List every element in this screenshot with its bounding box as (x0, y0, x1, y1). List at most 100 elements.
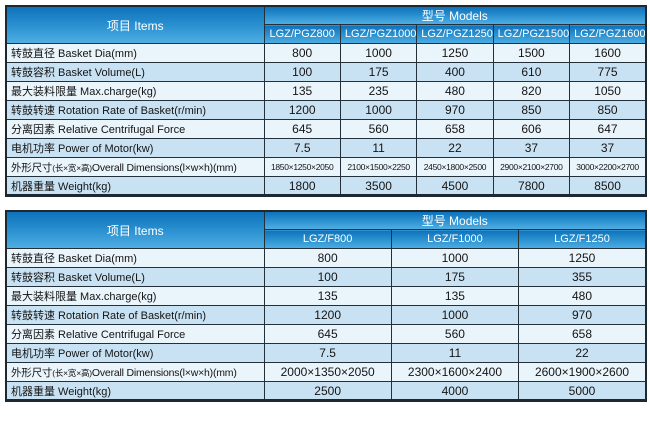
value-cell: 4500 (416, 176, 494, 196)
value-cell: 22 (416, 138, 494, 158)
table-row-motor-power: 电机功率 Power of Motor(kw) 7.5 11 22 (5, 343, 647, 363)
value-cell: 2900×2100×2700 (492, 157, 571, 177)
model-names-row: LGZ/PGZ800 LGZ/PGZ1000 LGZ/PGZ1250 LGZ/P… (6, 24, 647, 44)
value-cell: 400 (416, 62, 494, 82)
value-cell: 4000 (390, 381, 520, 401)
value-cell: 1200 (263, 305, 392, 325)
row-label: 转鼓容积 Basket Volume(L) (5, 62, 265, 82)
value-cell: 800 (263, 43, 341, 63)
row-label-cn-small: (长×宽×高) (52, 367, 92, 378)
value-cell: 658 (518, 324, 647, 344)
row-label: 转鼓直径 Basket Dia(mm) (5, 43, 265, 63)
value-cell: 3000×2200×2700 (569, 157, 647, 177)
row-label: 电机功率 Power of Motor(kw) (5, 138, 265, 158)
value-cell: 1200 (263, 100, 341, 120)
items-column-header: 项目 Items (5, 210, 265, 249)
table-row-rotation-rate: 转鼓转速 Rotation Rate of Basket(r/min) 1200… (5, 305, 647, 325)
value-cell: 175 (390, 267, 520, 287)
table-row-weight: 机器重量 Weight(kg) 2500 4000 5000 (5, 381, 647, 401)
models-header: 型号 Models (263, 5, 647, 25)
row-label-en: Overall Dimensions(l×w×h)(mm) (91, 161, 237, 174)
table-row-basket-dia: 转鼓直径 Basket Dia(mm) 800 1000 1250 (5, 248, 647, 268)
table-row-basket-volume: 转鼓容积 Basket Volume(L) 100 175 355 (5, 267, 647, 287)
value-cell: 647 (569, 119, 647, 139)
items-column-header: 项目 Items (5, 5, 265, 44)
value-cell: 1250 (518, 248, 647, 268)
table-row-max-charge: 最大装料限量 Max.charge(kg) 135 135 480 (5, 286, 647, 306)
header-row: 项目 Items 型号 Models (5, 210, 647, 249)
value-cell: 2100×1500×2250 (339, 157, 418, 177)
table-row-overall-dimensions: 外形尺寸(长×宽×高)Overall Dimensions(l×w×h)(mm)… (5, 362, 647, 382)
table-row-overall-dimensions: 外形尺寸(长×宽×高)Overall Dimensions(l×w×h)(mm)… (5, 157, 647, 177)
row-label: 分离因素 Relative Centrifugal Force (5, 119, 265, 139)
row-label-cn: 外形尺寸 (11, 161, 53, 174)
table-row-basket-dia: 转鼓直径 Basket Dia(mm) 800 1000 1250 1500 1… (5, 43, 647, 63)
value-cell: 1500 (492, 43, 571, 63)
value-cell: 480 (518, 286, 647, 306)
value-cell: 2600×1900×2600 (518, 362, 647, 382)
value-cell: 658 (416, 119, 494, 139)
value-cell: 37 (492, 138, 571, 158)
value-cell: 135 (390, 286, 520, 306)
model-column-header: LGZ/F1000 (390, 229, 520, 249)
value-cell: 645 (263, 119, 341, 139)
row-label: 最大装料限量 Max.charge(kg) (5, 286, 265, 306)
value-cell: 850 (569, 100, 647, 120)
row-label: 外形尺寸(长×宽×高)Overall Dimensions(l×w×h)(mm) (5, 157, 265, 177)
value-cell: 1800 (263, 176, 341, 196)
value-cell: 2000×1350×2050 (263, 362, 392, 382)
value-cell: 820 (492, 81, 571, 101)
row-label: 分离因素 Relative Centrifugal Force (5, 324, 265, 344)
value-cell: 5000 (518, 381, 647, 401)
model-column-header: LGZ/F800 (263, 229, 392, 249)
f-series-spec-table: 项目 Items 型号 Models LGZ/F800 LGZ/F1000 LG… (5, 210, 647, 402)
model-column-header: LGZ/F1250 (518, 229, 647, 249)
value-cell: 1600 (569, 43, 647, 63)
value-cell: 1050 (569, 81, 647, 101)
value-cell: 645 (263, 324, 392, 344)
spec-sheet-page: 项目 Items 型号 Models LGZ/PGZ800 LGZ/PGZ100… (5, 5, 648, 402)
value-cell: 3500 (339, 176, 418, 196)
value-cell: 8500 (569, 176, 647, 196)
value-cell: 775 (569, 62, 647, 82)
model-column-header: LGZ/PGZ1600 (569, 24, 647, 44)
value-cell: 1250 (416, 43, 494, 63)
value-cell: 610 (492, 62, 571, 82)
row-label: 转鼓转速 Rotation Rate of Basket(r/min) (5, 100, 265, 120)
value-cell: 800 (263, 248, 392, 268)
row-label: 电机功率 Power of Motor(kw) (5, 343, 265, 363)
table-row-max-charge: 最大装料限量 Max.charge(kg) 135 235 480 820 10… (5, 81, 647, 101)
models-header: 型号 Models (263, 210, 647, 230)
value-cell: 2450×1800×2500 (416, 157, 494, 177)
model-column-header: LGZ/PGZ1500 (492, 24, 571, 44)
value-cell: 7800 (492, 176, 571, 196)
table-row-basket-volume: 转鼓容积 Basket Volume(L) 100 175 400 610 77… (5, 62, 647, 82)
value-cell: 560 (390, 324, 520, 344)
value-cell: 480 (416, 81, 494, 101)
model-column-header: LGZ/PGZ1000 (339, 24, 418, 44)
value-cell: 37 (569, 138, 647, 158)
value-cell: 100 (263, 62, 341, 82)
header-row: 项目 Items 型号 Models (5, 5, 647, 44)
table-row-centrifugal-force: 分离因素 Relative Centrifugal Force 645 560 … (5, 119, 647, 139)
value-cell: 970 (518, 305, 647, 325)
table-row-centrifugal-force: 分离因素 Relative Centrifugal Force 645 560 … (5, 324, 647, 344)
model-column-header: LGZ/PGZ1250 (416, 24, 494, 44)
table-row-weight: 机器重量 Weight(kg) 1800 3500 4500 7800 8500 (5, 176, 647, 196)
row-label: 转鼓容积 Basket Volume(L) (5, 267, 265, 287)
value-cell: 355 (518, 267, 647, 287)
value-cell: 135 (263, 81, 341, 101)
value-cell: 7.5 (263, 138, 341, 158)
row-label-en: Overall Dimensions(l×w×h)(mm) (91, 366, 237, 379)
value-cell: 1000 (390, 248, 520, 268)
row-label: 转鼓直径 Basket Dia(mm) (5, 248, 265, 268)
row-label-cn: 外形尺寸 (11, 366, 53, 379)
value-cell: 100 (263, 267, 392, 287)
value-cell: 175 (339, 62, 418, 82)
value-cell: 850 (492, 100, 571, 120)
row-label: 机器重量 Weight(kg) (5, 176, 265, 196)
value-cell: 1000 (390, 305, 520, 325)
table-row-rotation-rate: 转鼓转速 Rotation Rate of Basket(r/min) 1200… (5, 100, 647, 120)
value-cell: 560 (339, 119, 418, 139)
value-cell: 1000 (339, 100, 418, 120)
